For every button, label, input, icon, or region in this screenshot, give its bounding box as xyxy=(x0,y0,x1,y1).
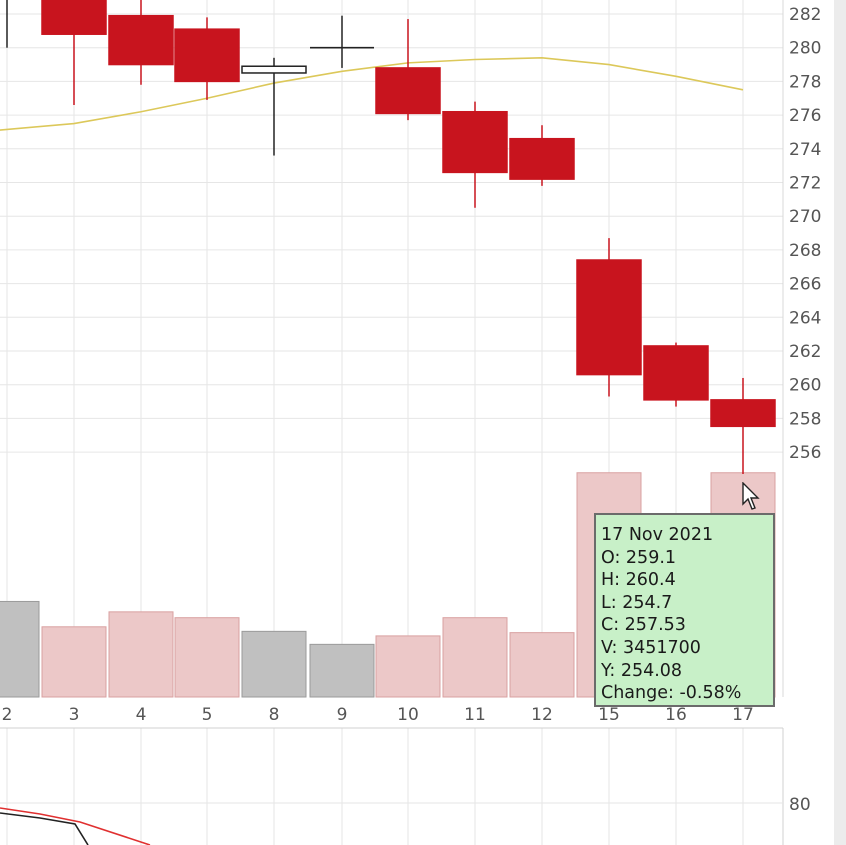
y-tick-label: 282 xyxy=(789,5,821,25)
y-tick-label: 256 xyxy=(789,443,821,463)
candle-body xyxy=(509,137,575,180)
x-tick-label: 11 xyxy=(464,705,486,725)
price-tooltip: 17 Nov 2021 O: 259.1 H: 260.4 L: 254.7 C… xyxy=(594,513,775,707)
x-tick-label: 16 xyxy=(665,705,687,725)
volume-bar xyxy=(174,617,240,698)
volume-bar xyxy=(442,617,508,698)
x-tick-label: 10 xyxy=(397,705,419,725)
volume-bar xyxy=(309,643,375,698)
tooltip-close: C: 257.53 xyxy=(601,615,686,636)
y-tick-label: 276 xyxy=(789,106,821,126)
y-tick-label: 270 xyxy=(789,207,821,227)
x-tick-label: 8 xyxy=(269,705,280,725)
x-tick-label: 15 xyxy=(598,705,620,725)
tooltip-date: 17 Nov 2021 xyxy=(601,525,714,545)
volume-bar xyxy=(0,600,40,698)
candle-body xyxy=(576,259,642,376)
y-tick-label: 278 xyxy=(789,72,821,92)
tooltip-open: O: 259.1 xyxy=(601,547,677,568)
volume-bar xyxy=(375,635,441,698)
x-tick-label: 12 xyxy=(531,705,553,725)
volume-bar xyxy=(41,626,107,698)
ma-line xyxy=(0,57,744,131)
indicator-line-2 xyxy=(0,807,151,845)
moving-average xyxy=(0,57,744,131)
tooltip-low: L: 254.7 xyxy=(601,592,673,613)
y-tick-label: 266 xyxy=(789,275,821,295)
y-tick-label: 264 xyxy=(789,308,821,328)
window-edge xyxy=(834,0,846,845)
y-tick-label: 274 xyxy=(789,140,821,160)
indicator-line-1 xyxy=(0,812,89,845)
y-tick-label: 260 xyxy=(789,376,821,396)
tooltip-high: H: 260.4 xyxy=(601,570,676,591)
y-tick-label: 262 xyxy=(789,342,821,362)
y-tick-label: 280 xyxy=(789,39,821,59)
volume-bar xyxy=(509,632,575,698)
y-tick-label: 272 xyxy=(789,174,821,194)
x-tick-label: 5 xyxy=(202,705,213,725)
date-axis: 2 3 4 5 8 9 10 11 12 15 16 17 xyxy=(2,705,754,725)
y-tick-label: 258 xyxy=(789,409,821,429)
candlesticks xyxy=(6,0,776,475)
x-tick-label: 4 xyxy=(136,705,147,725)
candle-body xyxy=(174,28,240,83)
candle-body xyxy=(643,345,709,401)
volume-bar xyxy=(108,611,174,698)
x-tick-label: 3 xyxy=(69,705,80,725)
x-tick-label: 9 xyxy=(337,705,348,725)
tooltip-previous: Y: 254.08 xyxy=(601,660,683,681)
candle-body xyxy=(241,65,307,74)
candle-body xyxy=(108,14,174,66)
x-tick-label: 2 xyxy=(2,705,13,725)
indicator-panel: 80 xyxy=(0,727,811,845)
tooltip-change: Change: -0.58% xyxy=(601,683,742,704)
price-axis: 256 258 260 262 264 266 268 270 272 274 276 278 280 2… xyxy=(789,5,821,463)
volume-bar xyxy=(241,630,307,698)
mouse-cursor-icon xyxy=(742,482,760,510)
y-tick-label: 268 xyxy=(789,241,821,261)
candle-body xyxy=(375,67,441,115)
candle-body xyxy=(41,0,107,35)
lower-y-tick-label: 80 xyxy=(789,795,811,815)
x-tick-label: 17 xyxy=(732,705,754,725)
tooltip-volume: V: 3451700 xyxy=(601,637,701,658)
candle-body xyxy=(442,110,508,174)
candle-body xyxy=(710,399,776,428)
